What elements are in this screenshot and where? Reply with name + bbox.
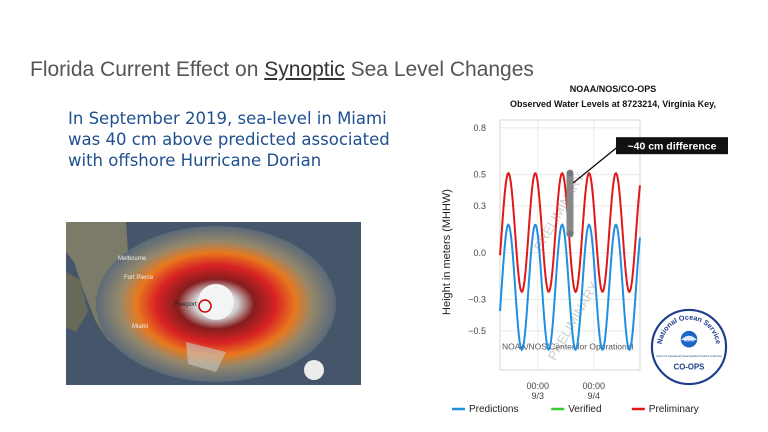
y-tick-label: 0.5 <box>473 170 486 180</box>
label-freeport: Freeport <box>174 302 197 308</box>
y-axis-label: Height in meters (MHHW) <box>441 189 453 315</box>
annotation-text: ~40 cm difference <box>627 141 716 153</box>
title-text-end: Sea Level Changes <box>344 58 534 81</box>
seal-small-text: Center for Operational Oceanographic Pro… <box>656 355 723 358</box>
y-tick-label: 0.3 <box>473 201 486 211</box>
legend-label-verified: Verified <box>568 404 601 415</box>
legend-label-predictions: Predictions <box>469 404 518 415</box>
legend-label-preliminary: Preliminary <box>649 404 699 415</box>
series-line-preliminary <box>499 171 641 294</box>
x-tick-date: 9/4 <box>588 391 601 401</box>
y-tick-label: −0.3 <box>468 295 486 305</box>
x-tick-label: 00:00 <box>583 381 606 391</box>
series-line-predictions <box>499 223 641 352</box>
annotation-pointer <box>572 146 619 184</box>
credit-text: NOAA/NOS/Center for Operational <box>502 342 633 352</box>
x-tick-label: 00:00 <box>527 381 550 391</box>
label-miami: Miami <box>132 324 148 330</box>
y-tick-label: 0.0 <box>473 248 486 258</box>
label-melbourne: Melbourne <box>118 256 147 262</box>
chart-subtitle: Observed Water Levels at 8723214, Virgin… <box>510 99 716 109</box>
seal-bottom-text: CO-OPS <box>674 362 705 371</box>
difference-bottom-dot <box>566 230 574 238</box>
title-underlined-word[interactable]: Synoptic <box>264 58 345 81</box>
seal-center-text: NOAA <box>684 339 695 343</box>
annotation-box <box>616 137 728 155</box>
title-text-start: Florida Current Effect on <box>30 58 265 81</box>
difference-top-dot <box>566 169 574 177</box>
y-tick-label: 0.8 <box>473 123 486 133</box>
chart-title: NOAA/NOS/CO-OPS <box>570 84 657 94</box>
nos-seal-logo: National Ocean Service NOAA Center for O… <box>650 308 728 386</box>
y-tick-label: −0.5 <box>468 326 486 336</box>
hurricane-satellite-image: Melbourne Fort Pierce Freeport Miami <box>66 222 361 385</box>
water-level-chart: NOAA/NOS/CO-OPS Observed Water Levels at… <box>441 84 728 415</box>
slide-title: Florida Current Effect on Synoptic Sea L… <box>30 58 534 82</box>
x-tick-date: 9/3 <box>532 391 545 401</box>
label-fort-pierce: Fort Pierce <box>124 275 154 281</box>
body-text: In September 2019, sea-level in Miami wa… <box>68 109 390 170</box>
plot-area: 0.80.50.30.0−0.3−0.500:009/300:009/4PREL… <box>452 119 728 415</box>
